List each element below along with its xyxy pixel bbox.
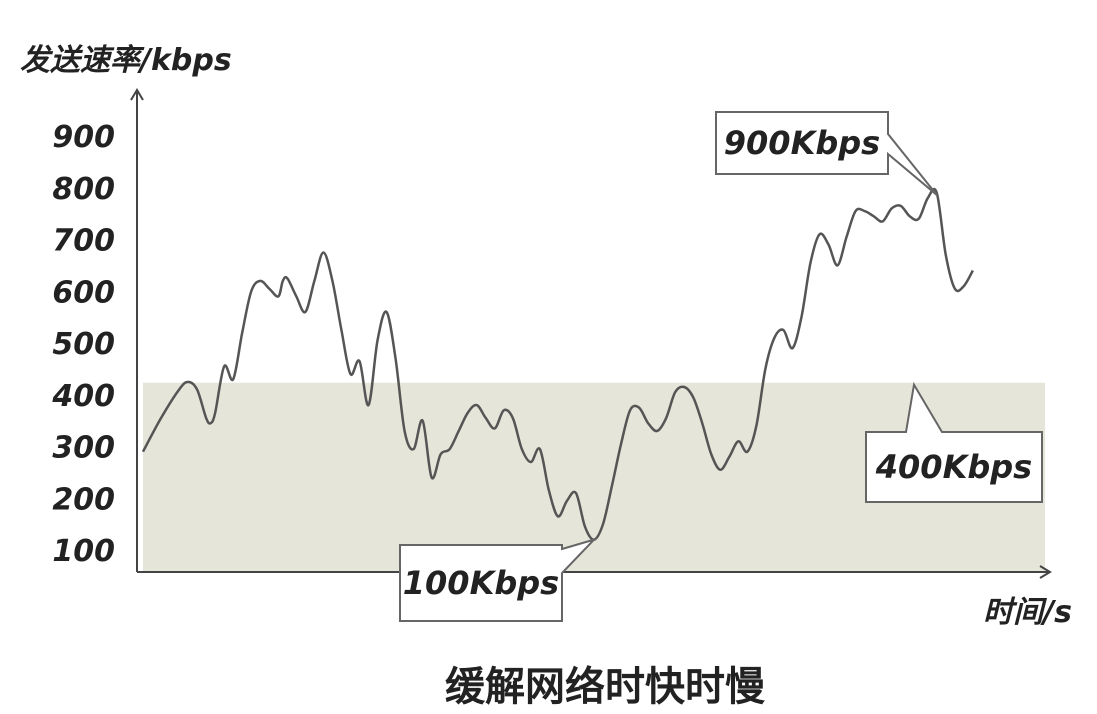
y-axis-title: 发送速率/kbps <box>20 43 232 78</box>
callout-box <box>865 381 1043 503</box>
callout-label: 100Kbps <box>403 564 559 602</box>
callout-box <box>715 111 938 196</box>
callout-box <box>399 537 598 622</box>
x-axis-arrow <box>1039 565 1052 579</box>
y-tick-label: 700 <box>52 224 115 259</box>
y-tick-label: 100 <box>52 534 115 569</box>
series-line <box>141 187 974 541</box>
y-tick-label: 200 <box>52 482 115 517</box>
y-tick-label: 300 <box>52 431 115 466</box>
y-tick-label: 600 <box>52 275 115 310</box>
chart-caption: 缓解网络时快时慢 <box>445 664 765 710</box>
callout-label: 400Kbps <box>875 448 1032 486</box>
y-tick-label: 400 <box>51 379 115 414</box>
x-axis-title: 时间/s <box>983 595 1072 630</box>
y-tick-label: 900 <box>52 120 115 155</box>
y-tick-label: 500 <box>52 327 115 362</box>
y-tick-label: 800 <box>52 172 115 207</box>
y-axis-arrow <box>130 88 144 101</box>
callout-label: 900Kbps <box>724 124 880 162</box>
